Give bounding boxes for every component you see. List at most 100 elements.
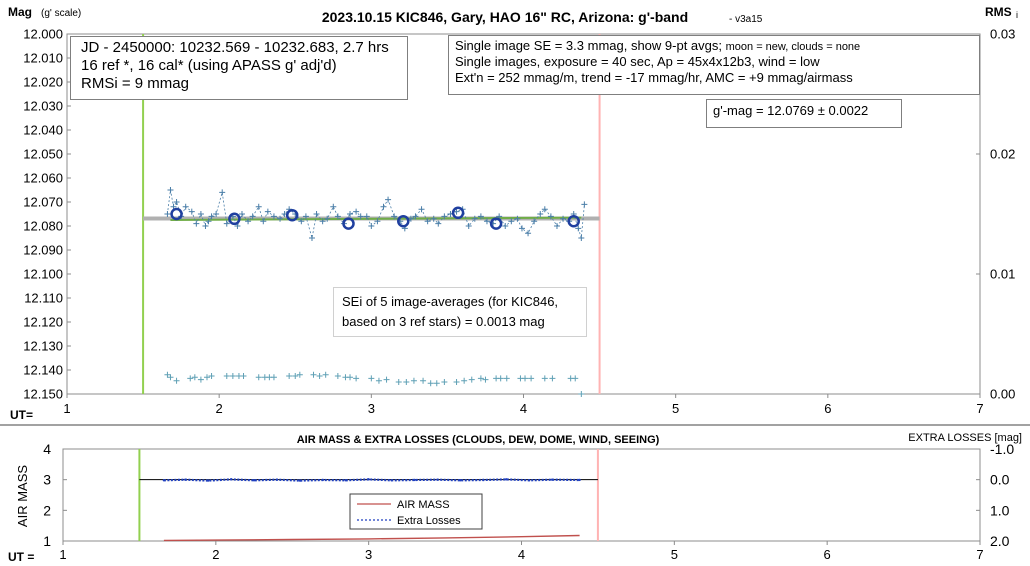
individual-point — [430, 215, 437, 222]
rmsi-point — [197, 376, 204, 383]
y-tick-label: 12.000 — [23, 27, 63, 42]
individual-point — [424, 218, 431, 225]
info-right-line: Single images, exposure = 40 sec, Ap = 4… — [455, 54, 820, 70]
x-tick-label: 2 — [212, 547, 219, 562]
y-tick-label: 2 — [43, 502, 51, 518]
info-left-line: 16 ref *, 16 cal* (using APASS g' adj'd) — [81, 57, 337, 74]
individual-point — [471, 215, 478, 222]
rmsi-point — [173, 377, 180, 384]
individual-point — [374, 218, 381, 225]
main-y2label-sub: i — [1016, 10, 1018, 20]
y-tick-label: 12.020 — [23, 75, 63, 90]
extra-losses-point — [275, 478, 279, 481]
individual-point — [531, 218, 538, 225]
individual-point — [255, 203, 262, 210]
individual-point — [380, 203, 387, 210]
x-tick-label: 7 — [976, 401, 983, 416]
sei-box: SEi of 5 image-averages (for KIC846, bas… — [333, 287, 587, 337]
x-tick-label: 6 — [824, 401, 831, 416]
x-tick-label: 4 — [518, 547, 525, 562]
extra-losses-point — [162, 479, 166, 482]
individual-point — [167, 187, 174, 193]
y2-tick-label: 0.0 — [990, 472, 1010, 488]
individual-point — [385, 196, 392, 203]
individual-point — [541, 206, 548, 213]
rmsi-point — [203, 374, 210, 381]
individual-point — [202, 223, 209, 229]
individual-point — [245, 218, 252, 225]
individual-point — [465, 223, 472, 229]
rmsi-point — [322, 371, 329, 378]
rmsi-point — [572, 375, 579, 382]
rmsi-point — [383, 376, 390, 383]
y-tick-label: 4 — [43, 441, 51, 457]
x-tick-label: 3 — [368, 401, 375, 416]
rmsi-point — [403, 379, 410, 385]
rmsi-point — [167, 374, 174, 381]
extra-losses-point — [482, 478, 485, 482]
y2-tick-label: 0.00 — [990, 387, 1015, 402]
extra-losses-point — [505, 478, 508, 481]
individual-point — [514, 215, 521, 222]
y2-tick-label: 0.02 — [990, 147, 1015, 162]
y-tick-label: 12.140 — [23, 363, 63, 378]
y-tick-label: 12.090 — [23, 243, 63, 258]
y-tick-label: 12.120 — [23, 315, 63, 330]
extra-losses-point — [206, 479, 210, 482]
individual-point — [197, 211, 204, 217]
y-tick-label: 12.080 — [23, 219, 63, 234]
individual-point — [260, 218, 267, 225]
y-tick-label: 3 — [43, 472, 51, 488]
x-tick-label: 1 — [63, 401, 70, 416]
individual-point — [219, 189, 226, 196]
individual-point — [205, 218, 212, 225]
individual-point — [418, 206, 425, 213]
individual-point — [213, 211, 220, 217]
rmsi-point — [503, 375, 510, 382]
individual-point — [353, 208, 360, 215]
airmass-y2label: EXTRA LOSSES [mag] — [908, 432, 1022, 444]
extra-losses-point — [578, 478, 581, 482]
individual-point — [537, 211, 544, 217]
extra-losses-point — [550, 478, 554, 481]
main-title: 2023.10.15 KIC846, Gary, HAO 16" RC, Ari… — [322, 9, 688, 25]
info-box-left: JD - 2450000: 10232.569 - 10232.683, 2.7… — [70, 36, 408, 100]
airmass-xlabel: UT = — [8, 550, 34, 564]
average-point — [397, 214, 410, 228]
rmsi-point — [270, 374, 277, 381]
average-point — [285, 208, 299, 222]
x-tick-label: 5 — [671, 547, 678, 562]
x-tick-label: 2 — [216, 401, 223, 416]
legend-airmass-label: AIR MASS — [397, 499, 450, 511]
average-point — [567, 214, 580, 228]
info-right-line1-main: Single image SE = 3.3 mmag, show 9-pt av… — [455, 38, 722, 53]
individual-point — [270, 213, 277, 220]
individual-point — [188, 208, 195, 215]
y-tick-label: 1 — [43, 533, 51, 549]
sei-text: based on 3 ref stars) = 0.0013 mag — [342, 313, 545, 329]
individual-point — [518, 225, 525, 232]
info-left-line: RMSi = 9 mmag — [81, 75, 189, 92]
individual-point — [508, 218, 515, 225]
extra-losses-point — [184, 478, 187, 481]
individual-point — [208, 213, 215, 220]
rmsi-point — [316, 373, 323, 379]
average-point — [489, 217, 503, 230]
individual-point — [547, 213, 554, 220]
y-tick-label: 12.050 — [23, 147, 63, 162]
info-right-line: Single image SE = 3.3 mmag, show 9-pt av… — [455, 38, 979, 54]
y2-tick-label: 0.03 — [990, 27, 1015, 42]
individual-point — [313, 211, 320, 217]
individual-point — [368, 223, 375, 229]
main-ylabel-unit: (g' scale) — [41, 8, 81, 19]
rmsi-point — [255, 374, 262, 381]
rmsi-point — [461, 377, 468, 384]
rmsi-point — [468, 376, 475, 383]
rmsi-point — [395, 379, 402, 385]
individual-point — [308, 235, 315, 241]
individual-point — [302, 213, 309, 220]
average-point — [342, 217, 355, 230]
rmsi-point — [578, 391, 585, 397]
sei-text: SEi of 5 image-averages (for KIC846, — [342, 294, 559, 309]
extra-losses-point — [229, 478, 233, 481]
